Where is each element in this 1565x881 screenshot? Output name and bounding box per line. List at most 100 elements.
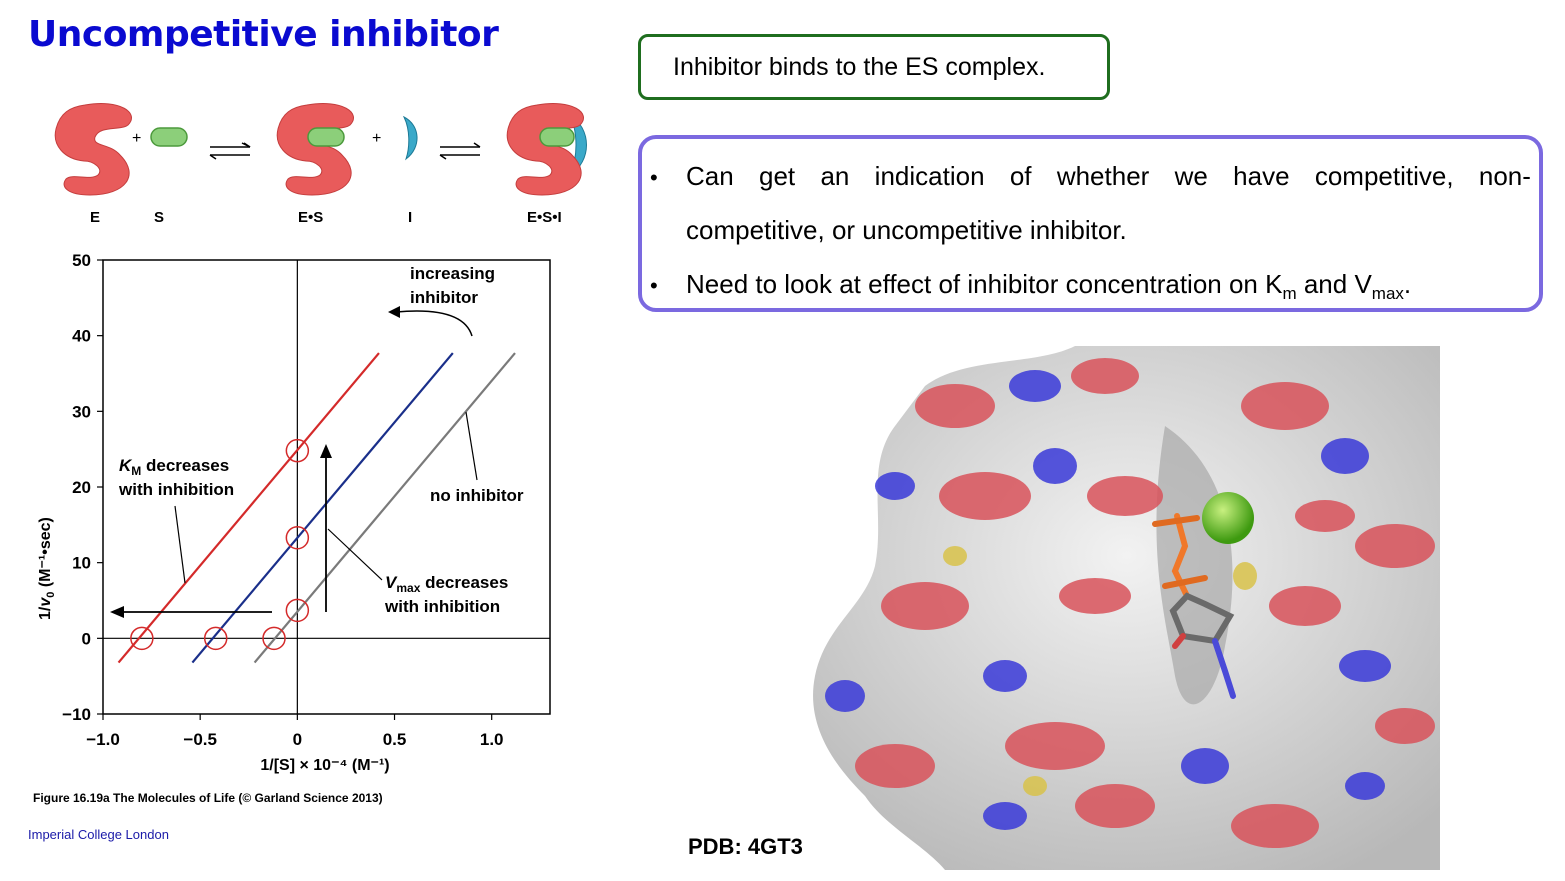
vmax-shift-arrow-head bbox=[320, 444, 332, 458]
surface-patch bbox=[983, 802, 1027, 830]
km-subscript: m bbox=[1282, 284, 1297, 304]
bullet-2-end: . bbox=[1403, 269, 1412, 299]
bullet-1-word: of bbox=[1009, 161, 1032, 191]
inhibitor-i-shape bbox=[402, 115, 418, 161]
definition-text: Inhibitor binds to the ES complex. bbox=[673, 52, 1046, 81]
binding-cleft bbox=[1156, 426, 1233, 705]
x-intercept-marker bbox=[203, 626, 228, 651]
bullet-box: • Can get an indication of whether we have compe… bbox=[638, 135, 1543, 312]
y-tick-label: −10 bbox=[62, 705, 91, 724]
slide-title: Uncompetitive inhibitor bbox=[28, 14, 499, 55]
surface-patch bbox=[875, 472, 915, 500]
y-tick-label: 10 bbox=[72, 554, 91, 573]
surface-patch bbox=[1075, 784, 1155, 828]
surface-patch bbox=[1231, 804, 1319, 848]
y-tick-label: 50 bbox=[72, 251, 91, 270]
label-s: S bbox=[154, 209, 164, 226]
x-intercept-marker bbox=[130, 626, 154, 651]
y-intercept-marker bbox=[285, 598, 310, 623]
increasing-arrow bbox=[395, 310, 473, 337]
bullet-marker: • bbox=[650, 165, 658, 190]
metal-ion-sphere bbox=[1202, 492, 1254, 544]
annotation-increasing: increasing bbox=[410, 264, 495, 283]
y-tick-label: 0 bbox=[82, 629, 91, 648]
annotation-inhibitor: inhibitor bbox=[410, 288, 478, 307]
reaction-scheme: + + E S E•S I E•S•I bbox=[54, 103, 587, 226]
annotation-km-line2: with inhibition bbox=[118, 480, 234, 499]
surface-patch bbox=[1339, 650, 1391, 682]
surface-patch bbox=[1023, 776, 1047, 796]
surface-patch bbox=[1087, 476, 1163, 516]
km-pointer bbox=[174, 505, 186, 584]
bullet-1-word: an bbox=[820, 161, 850, 191]
esi-substrate-shape bbox=[539, 127, 575, 147]
x-tick-label: −1.0 bbox=[86, 730, 120, 749]
x-tick-label: 0 bbox=[293, 730, 302, 749]
label-i: I bbox=[408, 209, 412, 226]
enzyme-es-shape bbox=[276, 103, 354, 196]
bullet-1-word: competitive, bbox=[1314, 161, 1454, 191]
surface-patch bbox=[915, 384, 995, 428]
surface-patch bbox=[825, 680, 865, 712]
x-intercept-marker bbox=[262, 626, 286, 651]
definition-box: Inhibitor binds to the ES complex. bbox=[638, 34, 1110, 100]
surface-patch bbox=[1233, 562, 1257, 590]
bullet-marker: • bbox=[650, 273, 658, 298]
x-tick-label: 0.5 bbox=[383, 730, 407, 749]
surface-patch bbox=[943, 546, 967, 566]
surface-patch bbox=[1181, 748, 1229, 784]
surface-patch bbox=[881, 582, 969, 630]
km-shift-arrow-head bbox=[110, 606, 124, 618]
ligand-stick-model bbox=[1152, 513, 1236, 699]
bullet-2: Need to look at effect of inhibitor conc… bbox=[686, 269, 1531, 304]
bullet-1-word: we bbox=[1174, 161, 1208, 191]
plus-sign: + bbox=[372, 130, 381, 147]
bullet-2-text: Need to look at effect of inhibitor conc… bbox=[686, 269, 1283, 299]
x-tick-label: 1.0 bbox=[480, 730, 504, 749]
enzyme-e-shape bbox=[54, 103, 132, 196]
y-axis-label: 1/v0 (M⁻¹•sec) bbox=[37, 517, 57, 620]
surface-patch bbox=[1375, 708, 1435, 744]
bullet-1-word: whether bbox=[1056, 161, 1150, 191]
bullet-1-line-1: Can get an indication of whether we have competi… bbox=[686, 161, 1531, 192]
surface-patch bbox=[1071, 358, 1139, 394]
x-tick-label: −0.5 bbox=[183, 730, 217, 749]
y-tick-label: 30 bbox=[72, 402, 91, 421]
figure-caption: Figure 16.19a The Molecules of Life (© G… bbox=[33, 791, 383, 805]
y-tick-label: 20 bbox=[72, 478, 91, 497]
surface-patch bbox=[1345, 772, 1385, 800]
surface-patch bbox=[1033, 448, 1077, 484]
bullet-1-word: have bbox=[1233, 161, 1290, 191]
substrate-s-shape bbox=[150, 127, 188, 147]
bullet-1-word: non- bbox=[1478, 161, 1531, 191]
y-intercept-marker bbox=[285, 525, 310, 550]
bullet-1-word: get bbox=[759, 161, 796, 191]
pdb-code: PDB: 4GT3 bbox=[688, 834, 803, 859]
bound-substrate-shape bbox=[307, 127, 345, 147]
y-intercept-marker bbox=[285, 438, 310, 463]
surface-patch bbox=[1005, 722, 1105, 770]
annotation-km: KM decreases bbox=[119, 456, 229, 478]
bullet-1-word: Can bbox=[686, 161, 734, 191]
vmax-pointer bbox=[327, 528, 383, 581]
surface-patch bbox=[1009, 370, 1061, 402]
surface-patch bbox=[855, 744, 935, 788]
series-line-2 bbox=[253, 352, 516, 664]
surface-patch bbox=[939, 472, 1031, 520]
surface-patch bbox=[1269, 586, 1341, 626]
increasing-arrow-head bbox=[388, 306, 400, 318]
series-line-1 bbox=[191, 352, 454, 664]
equilibrium-arrow bbox=[439, 142, 481, 160]
annotation-no-inhibitor: no inhibitor bbox=[430, 486, 524, 505]
surface-patch bbox=[1321, 438, 1369, 474]
surface-patch bbox=[1355, 524, 1435, 568]
no-inhibitor-pointer bbox=[465, 411, 478, 481]
x-axis-label: 1/[S] × 10⁻⁴ (M⁻¹) bbox=[260, 757, 389, 774]
annotation-vmax-line2: with inhibition bbox=[384, 597, 500, 616]
bullet-1-word: indication bbox=[874, 161, 985, 191]
label-esi: E•S•I bbox=[527, 209, 562, 226]
surface-patch bbox=[1295, 500, 1355, 532]
plus-sign: + bbox=[132, 130, 141, 147]
footer-institution: Imperial College London bbox=[28, 827, 169, 842]
annotation-vmax: Vmax decreases bbox=[385, 573, 508, 595]
